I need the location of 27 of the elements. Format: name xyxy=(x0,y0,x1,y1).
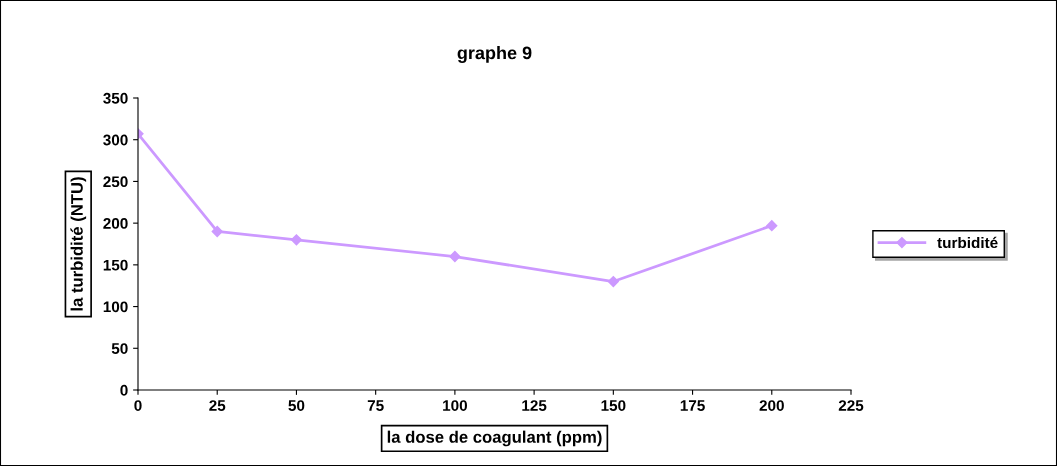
point xyxy=(211,225,223,238)
x-axis-title: la dose de coagulant (ppm) xyxy=(387,430,602,447)
x-tick-label: 75 xyxy=(367,400,384,411)
x-tick-label: 50 xyxy=(288,400,305,411)
x-tick-label: 25 xyxy=(209,400,226,411)
y-tick-label: 250 xyxy=(103,176,128,188)
legend-label: turbidité xyxy=(937,236,998,249)
y-tick-label: 350 xyxy=(103,92,128,104)
y-tick-label: 100 xyxy=(103,301,128,313)
x-tick-label: 225 xyxy=(838,400,864,411)
x-tick-label: 125 xyxy=(522,400,547,411)
y-tick-label: 0 xyxy=(120,384,128,396)
x-tick-label: 200 xyxy=(759,400,784,411)
y-tick-label: 200 xyxy=(103,218,128,229)
x-tick-label: 100 xyxy=(443,400,468,411)
y-tick-label: 300 xyxy=(103,134,128,146)
chart-title: graphe 9 xyxy=(457,46,532,63)
y-tick-label: 50 xyxy=(111,343,128,354)
point xyxy=(449,250,461,263)
point xyxy=(290,234,303,246)
x-tick-label: 0 xyxy=(134,400,142,411)
y-tick-label: 150 xyxy=(103,259,128,271)
point xyxy=(766,220,778,232)
x-tick-label: 150 xyxy=(601,400,626,411)
y-axis-title: la turbidité (NTU) xyxy=(70,177,87,311)
x-tick-label: 175 xyxy=(680,400,705,411)
point xyxy=(607,275,619,288)
